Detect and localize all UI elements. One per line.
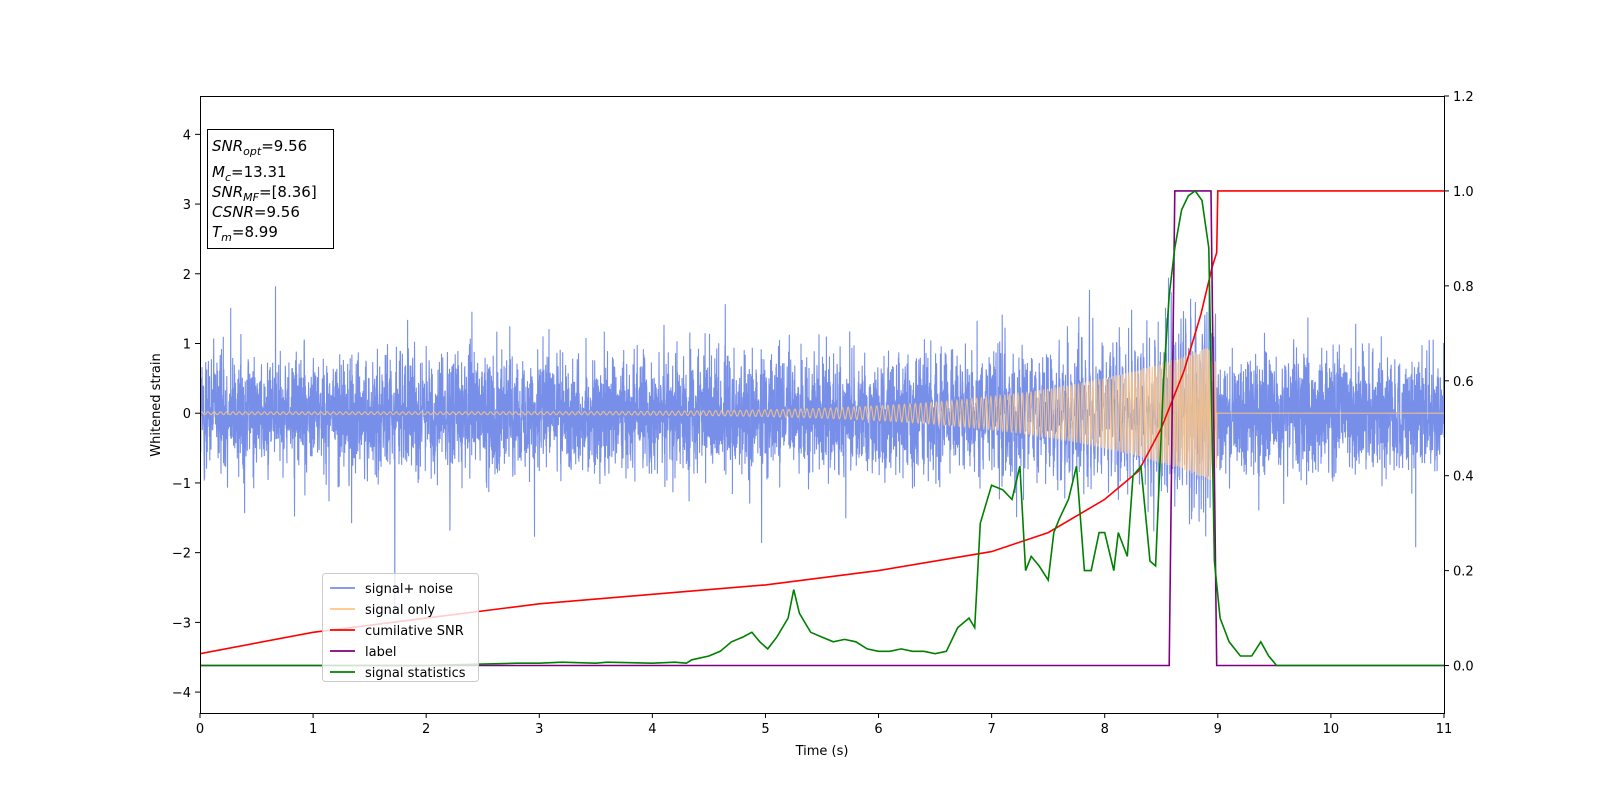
y-right-tick-label: 0.4 [1453, 470, 1474, 485]
x-tick-label: 1 [309, 722, 317, 737]
x-axis-label: Time (s) [795, 744, 849, 759]
y-right-tick-label: 0.2 [1453, 565, 1474, 580]
y-right-tick-label: 1.0 [1453, 185, 1474, 200]
legend-label-signal-noise: signal+ noise [365, 582, 453, 597]
y-tick-label: 1 [183, 337, 191, 352]
x-tick-label: 0 [196, 722, 204, 737]
legend-label-label: label [365, 645, 396, 660]
info-tm: Tm=8.99 [212, 223, 278, 244]
series-signal-only-line [200, 348, 1444, 481]
y-tick-label: 3 [183, 198, 191, 213]
legend-label-cumulative-snr: cumilative SNR [365, 624, 464, 639]
y-tick-label: −4 [172, 686, 191, 701]
y-right-tick-label: 1.2 [1453, 90, 1474, 105]
y-right-tick-label: 0.6 [1453, 375, 1474, 390]
legend-label-signal-only: signal only [365, 603, 435, 618]
y-right-tick-label: 0.0 [1453, 660, 1474, 675]
series-cumulative-snr-line [200, 190, 1444, 655]
info-box: SNRopt=9.56 Mc=13.31 SNRMF=[8.36] CSNR=9… [207, 129, 334, 249]
x-tick-label: 5 [761, 722, 769, 737]
legend: signal+ noise signal only cumilative SNR la… [322, 573, 479, 682]
x-tick-label: 6 [874, 722, 882, 737]
legend-frame [322, 573, 479, 682]
x-tick-label: 11 [1436, 722, 1453, 737]
plot-frame [200, 96, 1445, 714]
series-signal-statistics-line [200, 189, 1444, 667]
info-mc: Mc=13.31 [212, 163, 287, 184]
series-signal-noise-line [200, 277, 1444, 613]
x-tick-label: 10 [1323, 722, 1340, 737]
info-snr-opt: SNRopt=9.56 [212, 137, 307, 158]
axes-layer: 0 1 2 3 4 5 6 7 8 9 10 11 −4 −3 −2 −1 0 1 2 3 4 0.0 0.2 0.4 0.6 0… [172, 90, 1474, 737]
x-tick-label: 9 [1214, 722, 1222, 737]
series-label-line [200, 190, 1444, 667]
x-tick-label: 8 [1101, 722, 1109, 737]
y-tick-label: 2 [183, 268, 191, 283]
y-axis-label: Whitened strain [149, 353, 164, 456]
x-tick-label: 2 [422, 722, 430, 737]
x-tick-label: 3 [535, 722, 543, 737]
data-layer [200, 189, 1444, 667]
legend-label-signal-statistics: signal statistics [365, 666, 466, 681]
info-box-frame [207, 129, 334, 249]
y-tick-label: −3 [172, 616, 191, 631]
x-tick-label: 7 [987, 722, 995, 737]
y-tick-label: −2 [172, 547, 191, 562]
info-snr-mf: SNRMF=[8.36] [212, 183, 317, 204]
y-right-tick-label: 0.8 [1453, 280, 1474, 295]
x-tick-label: 4 [648, 722, 656, 737]
legend-items: signal+ noise signal only cumilative SNR la… [330, 582, 466, 681]
info-csnr: CSNR=9.56 [212, 203, 300, 221]
y-tick-label: −1 [172, 477, 191, 492]
y-tick-label: 0 [183, 407, 191, 422]
y-tick-label: 4 [183, 128, 191, 143]
